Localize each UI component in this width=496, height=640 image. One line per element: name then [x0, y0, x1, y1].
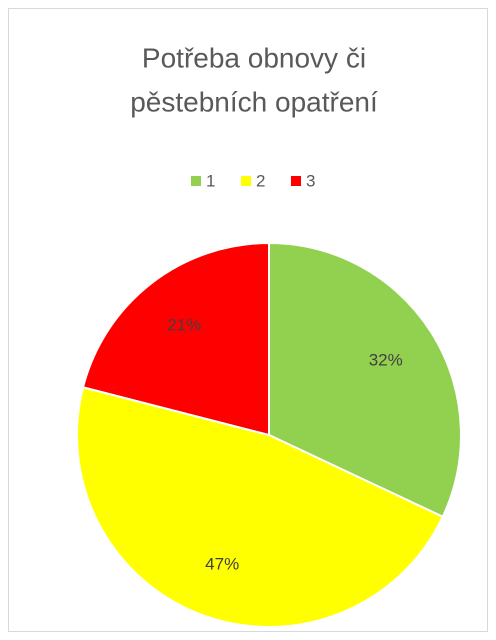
pie-slice	[268, 241, 462, 519]
pie-slice	[81, 241, 270, 437]
data-label: 47%	[205, 555, 239, 574]
legend-swatch	[291, 176, 301, 186]
data-label: 32%	[369, 350, 403, 369]
chart-title: Potřeba obnovy či	[142, 42, 366, 73]
legend-label: 1	[206, 171, 215, 190]
data-label: 21%	[167, 315, 201, 334]
legend-swatch	[241, 176, 251, 186]
legend-label: 2	[256, 171, 265, 190]
chart-title: pěstebních opatření	[130, 86, 378, 117]
legend-swatch	[191, 176, 201, 186]
legend-label: 3	[306, 171, 315, 190]
pie-slice	[76, 386, 445, 628]
